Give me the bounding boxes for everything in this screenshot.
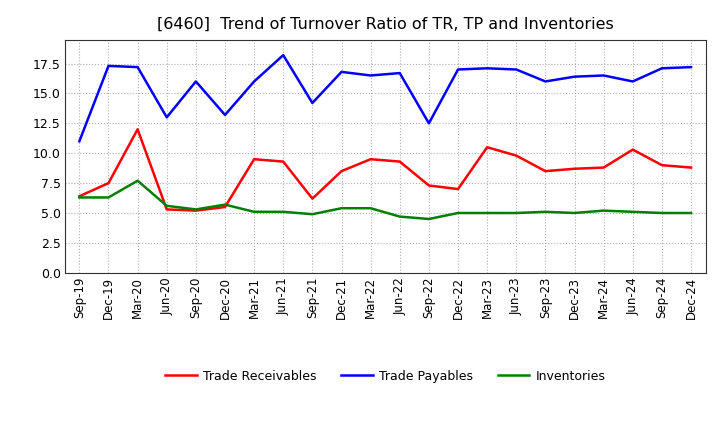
Trade Payables (133, 65, 142, 70)
Trade Receivables (308, 196, 317, 201)
Trade Receivables (541, 169, 550, 174)
Trade Payables (337, 69, 346, 74)
Line: Trade Payables: Trade Payables (79, 55, 691, 141)
Trade Payables (104, 63, 113, 69)
Inventories (570, 210, 579, 216)
Inventories (75, 195, 84, 200)
Inventories (337, 205, 346, 211)
Trade Receivables (250, 157, 258, 162)
Trade Receivables (425, 183, 433, 188)
Trade Payables (599, 73, 608, 78)
Trade Receivables (657, 162, 666, 168)
Inventories (279, 209, 287, 214)
Trade Payables (395, 70, 404, 76)
Trade Receivables (599, 165, 608, 170)
Inventories (629, 209, 637, 214)
Legend: Trade Receivables, Trade Payables, Inventories: Trade Receivables, Trade Payables, Inven… (161, 365, 610, 388)
Trade Payables (163, 115, 171, 120)
Trade Payables (250, 79, 258, 84)
Inventories (133, 178, 142, 183)
Trade Payables (454, 67, 462, 72)
Trade Receivables (163, 207, 171, 212)
Trade Payables (220, 112, 229, 117)
Trade Receivables (395, 159, 404, 164)
Inventories (192, 207, 200, 212)
Trade Payables (366, 73, 375, 78)
Trade Receivables (512, 153, 521, 158)
Trade Receivables (687, 165, 696, 170)
Trade Receivables (629, 147, 637, 152)
Inventories (163, 203, 171, 209)
Trade Payables (425, 121, 433, 126)
Inventories (425, 216, 433, 222)
Trade Receivables (192, 208, 200, 213)
Inventories (483, 210, 492, 216)
Inventories (308, 212, 317, 217)
Inventories (687, 210, 696, 216)
Trade Receivables (366, 157, 375, 162)
Inventories (104, 195, 113, 200)
Trade Payables (541, 79, 550, 84)
Inventories (599, 208, 608, 213)
Trade Receivables (337, 169, 346, 174)
Trade Payables (308, 100, 317, 106)
Trade Receivables (454, 187, 462, 192)
Trade Payables (75, 139, 84, 144)
Title: [6460]  Trend of Turnover Ratio of TR, TP and Inventories: [6460] Trend of Turnover Ratio of TR, TP… (157, 16, 613, 32)
Trade Receivables (133, 127, 142, 132)
Trade Payables (279, 52, 287, 58)
Inventories (250, 209, 258, 214)
Trade Payables (657, 66, 666, 71)
Inventories (657, 210, 666, 216)
Trade Receivables (279, 159, 287, 164)
Inventories (220, 202, 229, 207)
Inventories (366, 205, 375, 211)
Trade Receivables (483, 145, 492, 150)
Line: Inventories: Inventories (79, 181, 691, 219)
Trade Receivables (104, 180, 113, 186)
Inventories (541, 209, 550, 214)
Inventories (395, 214, 404, 219)
Inventories (512, 210, 521, 216)
Trade Payables (687, 65, 696, 70)
Trade Payables (570, 74, 579, 79)
Trade Payables (512, 67, 521, 72)
Trade Payables (192, 79, 200, 84)
Trade Receivables (220, 205, 229, 210)
Trade Receivables (570, 166, 579, 172)
Trade Payables (483, 66, 492, 71)
Trade Receivables (75, 194, 84, 199)
Inventories (454, 210, 462, 216)
Line: Trade Receivables: Trade Receivables (79, 129, 691, 211)
Trade Payables (629, 79, 637, 84)
